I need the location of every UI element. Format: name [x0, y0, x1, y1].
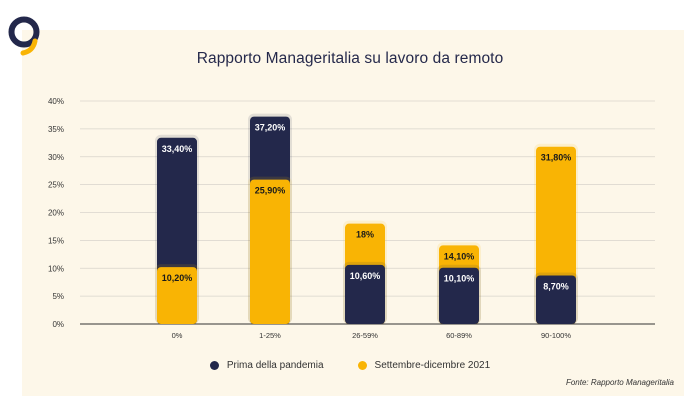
bar: [345, 264, 385, 324]
y-tick-label: 35%: [48, 125, 64, 134]
data-label: 25,90%: [255, 186, 286, 196]
y-tick-label: 25%: [48, 181, 64, 190]
bar: [439, 267, 479, 324]
data-label: 18%: [356, 230, 374, 240]
data-label: 14,10%: [444, 251, 475, 261]
data-label: 33,40%: [162, 144, 193, 154]
bar: [536, 275, 576, 324]
x-tick-label: 1-25%: [259, 331, 281, 340]
y-tick-label: 10%: [48, 264, 64, 273]
legend-label-settembre: Settembre-dicembre 2021: [374, 360, 491, 371]
bar: [157, 267, 197, 324]
chart-title: Rapporto Manageritalia su lavoro da remo…: [196, 50, 504, 67]
x-tick-label: 0%: [172, 331, 183, 340]
legend-label-prima: Prima della pandemia: [226, 360, 324, 371]
data-label: 10,10%: [444, 274, 475, 284]
ring-logo-icon: [8, 16, 40, 56]
data-label: 31,80%: [541, 153, 572, 163]
data-label: 10,20%: [162, 273, 193, 283]
legend-item-prima: Prima della pandemia: [209, 360, 324, 371]
y-tick-label: 5%: [52, 292, 64, 301]
source-note: Fonte: Rapporto Manageritalia: [565, 378, 674, 387]
legend: Prima della pandemia Settembre-dicembre …: [0, 360, 700, 371]
x-tick-label: 60-89%: [446, 331, 472, 340]
legend-swatch-prima: [209, 361, 219, 370]
legend-swatch-settembre: [357, 361, 367, 370]
x-tick-label: 26-59%: [352, 331, 378, 340]
data-label: 37,20%: [255, 123, 286, 133]
y-tick-label: 20%: [48, 209, 64, 218]
data-label: 8,70%: [543, 281, 569, 291]
data-label: 10,60%: [350, 271, 381, 281]
y-tick-label: 30%: [48, 153, 64, 162]
legend-item-settembre: Settembre-dicembre 2021: [357, 360, 491, 371]
y-tick-label: 15%: [48, 236, 64, 245]
x-tick-label: 90-100%: [541, 331, 571, 340]
y-tick-label: 40%: [48, 97, 64, 106]
y-tick-label: 0%: [52, 320, 64, 329]
bar: [250, 179, 290, 324]
